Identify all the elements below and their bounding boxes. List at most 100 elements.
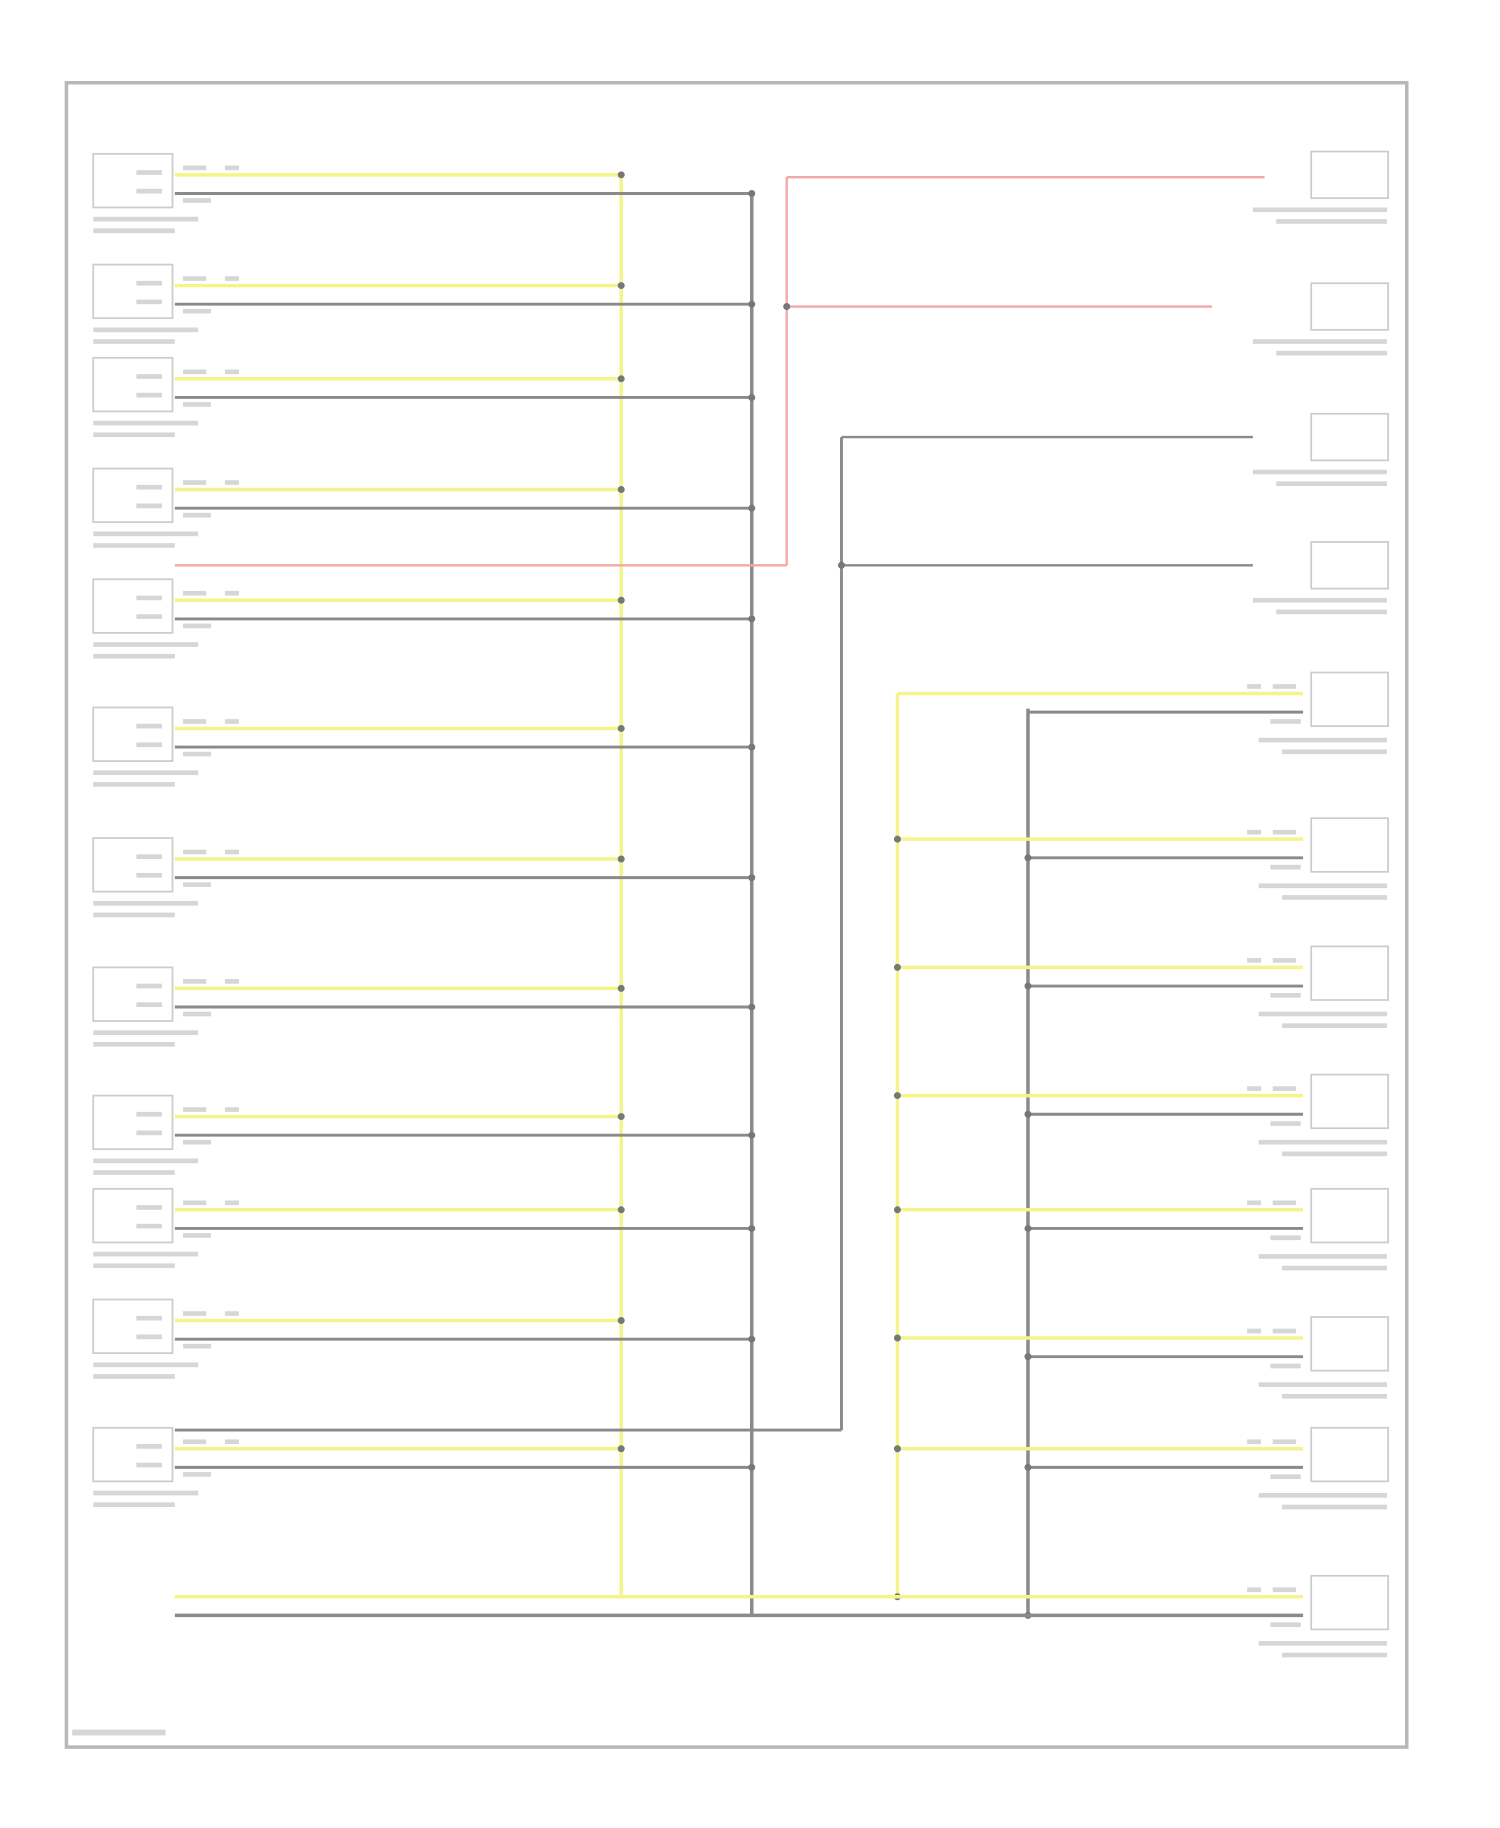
splice: [748, 189, 756, 197]
label-blur: [93, 420, 199, 426]
splice: [783, 303, 791, 311]
label-blur: [136, 1002, 163, 1008]
splice: [748, 504, 756, 512]
label-blur: [1258, 1382, 1387, 1387]
splice: [837, 561, 845, 569]
label-blur: [93, 1041, 175, 1047]
label-blur: [93, 228, 175, 234]
label-blur: [136, 854, 163, 859]
frame: [64, 81, 1409, 1749]
label-blur: [182, 308, 211, 314]
label-blur: [93, 1170, 175, 1175]
splice: [1024, 1224, 1032, 1232]
label-blur: [182, 1233, 211, 1238]
label-blur: [136, 280, 163, 286]
label-blur: [93, 1362, 199, 1368]
label-blur: [224, 590, 239, 596]
label-blur: [1247, 1200, 1262, 1206]
splice: [617, 596, 625, 604]
splice: [893, 1334, 901, 1342]
label-blur: [1272, 1587, 1297, 1593]
label-blur: [1247, 1328, 1262, 1334]
label-blur: [1270, 1622, 1301, 1628]
splice: [617, 855, 625, 863]
label-blur: [182, 1011, 211, 1017]
label-blur: [1272, 958, 1297, 963]
splice: [893, 1206, 901, 1214]
label-blur: [93, 782, 175, 787]
label-blur: [1258, 737, 1387, 743]
label-blur: [136, 614, 163, 619]
label-blur: [136, 1130, 163, 1136]
connector: [92, 1094, 174, 1151]
label-blur: [182, 590, 207, 596]
label-blur: [136, 1205, 163, 1210]
connector: [1310, 541, 1389, 590]
label-blur: [1247, 684, 1262, 689]
label-blur: [224, 480, 239, 485]
label-blur: [1276, 609, 1387, 615]
label-blur: [1272, 1328, 1297, 1334]
label-blur: [1270, 1235, 1301, 1241]
splice: [617, 375, 625, 383]
connector: [1310, 1426, 1389, 1483]
label-blur: [1247, 829, 1262, 835]
splice: [617, 1445, 625, 1453]
label-blur: [1252, 597, 1387, 603]
splice: [617, 282, 625, 290]
label-blur: [1272, 684, 1297, 689]
label-blur: [1272, 1086, 1297, 1091]
label-blur: [224, 719, 239, 724]
label-blur: [136, 484, 163, 490]
label-blur: [1282, 1151, 1387, 1157]
label-blur: [1247, 1587, 1262, 1593]
connector: [92, 1187, 174, 1244]
label-blur: [224, 1107, 239, 1112]
connector: [1310, 671, 1389, 727]
splice: [617, 171, 625, 179]
splice: [617, 1206, 625, 1214]
label-blur: [136, 1462, 163, 1468]
label-blur: [182, 1472, 211, 1477]
label-blur: [136, 1315, 163, 1321]
label-blur: [1258, 1011, 1387, 1017]
label-blur: [1270, 864, 1301, 870]
connector: [1310, 817, 1389, 873]
label-blur: [93, 642, 199, 647]
label-blur: [1276, 219, 1387, 224]
splice: [1024, 1353, 1032, 1361]
splice: [617, 1113, 625, 1121]
label-blur: [136, 1111, 163, 1117]
label-blur: [93, 531, 199, 537]
label-blur: [224, 165, 239, 171]
label-blur: [224, 1439, 239, 1445]
splice: [748, 300, 756, 308]
connector: [1310, 412, 1389, 462]
splice: [617, 1317, 625, 1325]
connector: [92, 706, 174, 762]
splice: [748, 1335, 756, 1343]
connector: [1310, 150, 1389, 200]
splice: [1024, 982, 1032, 990]
label-blur: [1282, 1023, 1387, 1028]
connector: [1310, 282, 1389, 331]
label-blur: [93, 339, 175, 344]
label-blur: [1258, 1139, 1387, 1145]
label-blur: [1270, 1363, 1301, 1369]
label-blur: [224, 1200, 239, 1206]
label-blur: [1282, 895, 1387, 900]
label-blur: [1270, 993, 1301, 998]
connector: [92, 356, 174, 413]
label-blur: [1272, 829, 1297, 835]
label-blur: [182, 1311, 207, 1316]
connector: [1310, 1073, 1389, 1130]
label-blur: [1258, 883, 1387, 889]
connector: [92, 467, 174, 524]
label-blur: [93, 1502, 175, 1508]
label-blur: [1276, 350, 1387, 356]
splice: [893, 963, 901, 971]
label-blur: [136, 1334, 163, 1340]
label-blur: [182, 849, 207, 855]
label-blur: [93, 1374, 175, 1379]
label-blur: [1252, 469, 1387, 475]
